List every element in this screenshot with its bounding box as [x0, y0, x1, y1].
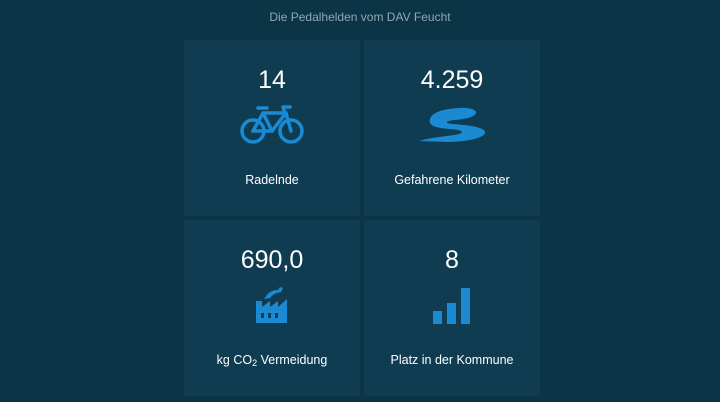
stat-value-cyclists: 14 [258, 66, 286, 94]
stats-grid: 14 Radelnde 4.259 Gefahrene K [184, 40, 540, 396]
stat-value-ranking: 8 [445, 246, 459, 274]
stat-label-co2: kg CO2 Vermeidung [216, 353, 328, 368]
stat-value-co2: 690,0 [240, 246, 304, 274]
bar-chart-icon [432, 284, 472, 326]
stat-tile-cyclists: 14 Radelnde [184, 40, 360, 216]
stat-tile-co2: 690,0 kg CO2 Vermeidung [184, 220, 360, 396]
stat-label-ranking: Platz in der Kommune [390, 353, 514, 367]
page-title: Die Pedalhelden vom DAV Feucht [269, 10, 451, 24]
stat-label-kilometers: Gefahrene Kilometer [394, 173, 510, 187]
stat-tile-ranking: 8 Platz in der Kommune [364, 220, 540, 396]
stat-tile-kilometers: 4.259 Gefahrene Kilometer [364, 40, 540, 216]
bicycle-icon [240, 104, 304, 146]
road-icon [418, 104, 486, 146]
factory-icon [254, 284, 290, 326]
stat-label-cyclists: Radelnde [245, 173, 299, 187]
stat-value-kilometers: 4.259 [420, 66, 484, 94]
